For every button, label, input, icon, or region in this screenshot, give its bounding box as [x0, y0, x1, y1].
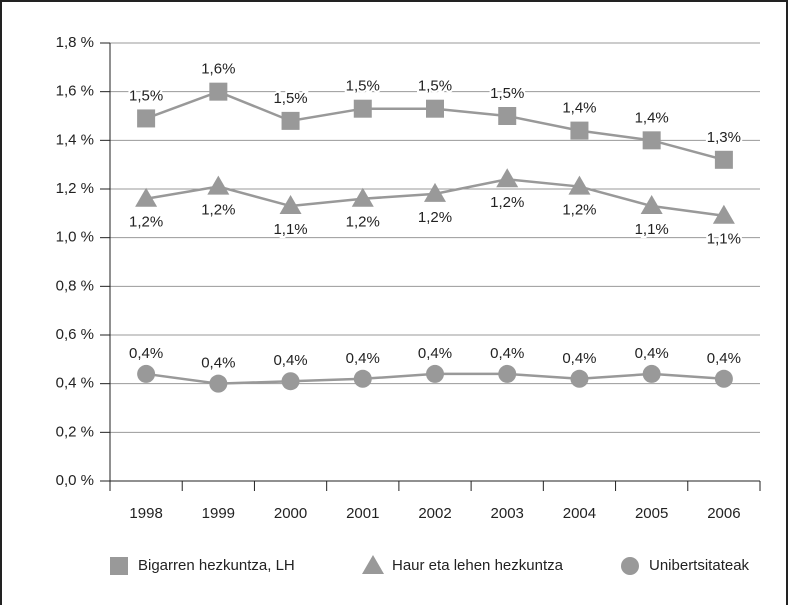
- data-label: 0,4%: [707, 350, 741, 367]
- data-label: 1,1%: [707, 231, 741, 248]
- data-label: 0,4%: [562, 350, 596, 367]
- data-label: 1,1%: [273, 221, 307, 238]
- marker: [714, 150, 733, 169]
- data-label: 0,4%: [635, 345, 669, 362]
- legend-marker: [110, 557, 128, 575]
- marker: [714, 369, 733, 388]
- marker: [570, 369, 589, 388]
- marker: [426, 364, 444, 383]
- marker: [137, 364, 156, 383]
- data-label: 0,4%: [490, 345, 524, 362]
- data-label: 1,2%: [418, 209, 452, 226]
- marker: [209, 82, 228, 101]
- x-tick-label: 2004: [563, 505, 596, 522]
- y-tick-label: 1,8 %: [56, 34, 94, 51]
- x-tick-label: 2003: [491, 505, 524, 522]
- x-tick-label: 2001: [346, 505, 379, 522]
- marker: [281, 372, 300, 391]
- data-label: 1,4%: [562, 100, 596, 117]
- marker: [135, 187, 158, 207]
- data-label: 1,5%: [418, 78, 452, 95]
- legend-marker: [621, 557, 639, 575]
- marker: [498, 364, 517, 383]
- y-tick-label: 0,8 %: [56, 277, 94, 294]
- data-label: 1,5%: [346, 78, 380, 95]
- x-tick-label: 1999: [202, 505, 235, 522]
- marker: [642, 131, 661, 150]
- marker: [424, 182, 446, 202]
- data-label: 1,2%: [490, 194, 524, 211]
- x-tick-label: 2006: [707, 505, 740, 522]
- marker: [640, 195, 663, 215]
- x-tick-label: 2002: [418, 505, 451, 522]
- marker: [207, 175, 230, 195]
- data-label: 1,5%: [273, 90, 307, 107]
- marker: [351, 187, 374, 207]
- legend-label: Haur eta lehen hezkuntza: [392, 557, 564, 574]
- data-label: 0,4%: [129, 345, 163, 362]
- y-tick-label: 1,4 %: [56, 131, 94, 148]
- y-tick-label: 0,0 %: [56, 472, 94, 489]
- data-label: 1,2%: [129, 214, 163, 231]
- data-label: 1,5%: [129, 87, 163, 104]
- data-label: 1,2%: [346, 214, 380, 231]
- data-label: 0,4%: [273, 352, 307, 369]
- data-label: 1,5%: [490, 85, 524, 102]
- data-label: 1,2%: [201, 202, 235, 219]
- marker: [570, 121, 589, 140]
- y-tick-label: 0,2 %: [56, 423, 94, 440]
- data-label: 0,4%: [418, 345, 452, 362]
- legend-marker: [362, 555, 384, 574]
- marker: [498, 107, 517, 125]
- marker: [137, 109, 156, 128]
- marker: [568, 175, 591, 195]
- data-label: 1,6%: [201, 61, 235, 78]
- x-tick-label: 1998: [129, 505, 162, 522]
- marker: [496, 168, 519, 188]
- y-tick-label: 1,2 %: [56, 180, 94, 197]
- marker: [426, 99, 444, 118]
- legend-label: Unibertsitateak: [649, 557, 750, 574]
- marker: [353, 99, 372, 118]
- legend-label: Bigarren hezkuntza, LH: [138, 557, 295, 574]
- marker: [209, 374, 228, 393]
- y-tick-label: 0,4 %: [56, 375, 94, 392]
- marker: [281, 111, 300, 130]
- y-tick-label: 1,6 %: [56, 83, 94, 100]
- x-tick-label: 2005: [635, 505, 668, 522]
- marker: [642, 364, 661, 383]
- marker: [279, 195, 302, 215]
- data-label: 1,4%: [635, 109, 669, 126]
- y-tick-label: 1,0 %: [56, 229, 94, 246]
- x-tick-label: 2000: [274, 505, 307, 522]
- marker: [712, 204, 735, 224]
- data-label: 0,4%: [346, 350, 380, 367]
- data-label: 0,4%: [201, 355, 235, 372]
- marker: [353, 369, 372, 388]
- y-tick-label: 0,6 %: [56, 326, 94, 343]
- data-label: 1,3%: [707, 129, 741, 146]
- data-label: 1,1%: [635, 221, 669, 238]
- data-label: 1,2%: [562, 202, 596, 219]
